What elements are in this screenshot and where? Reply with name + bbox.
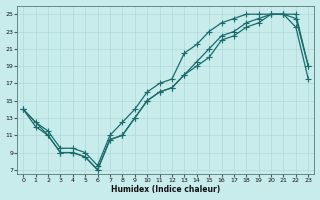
X-axis label: Humidex (Indice chaleur): Humidex (Indice chaleur) (111, 185, 220, 194)
